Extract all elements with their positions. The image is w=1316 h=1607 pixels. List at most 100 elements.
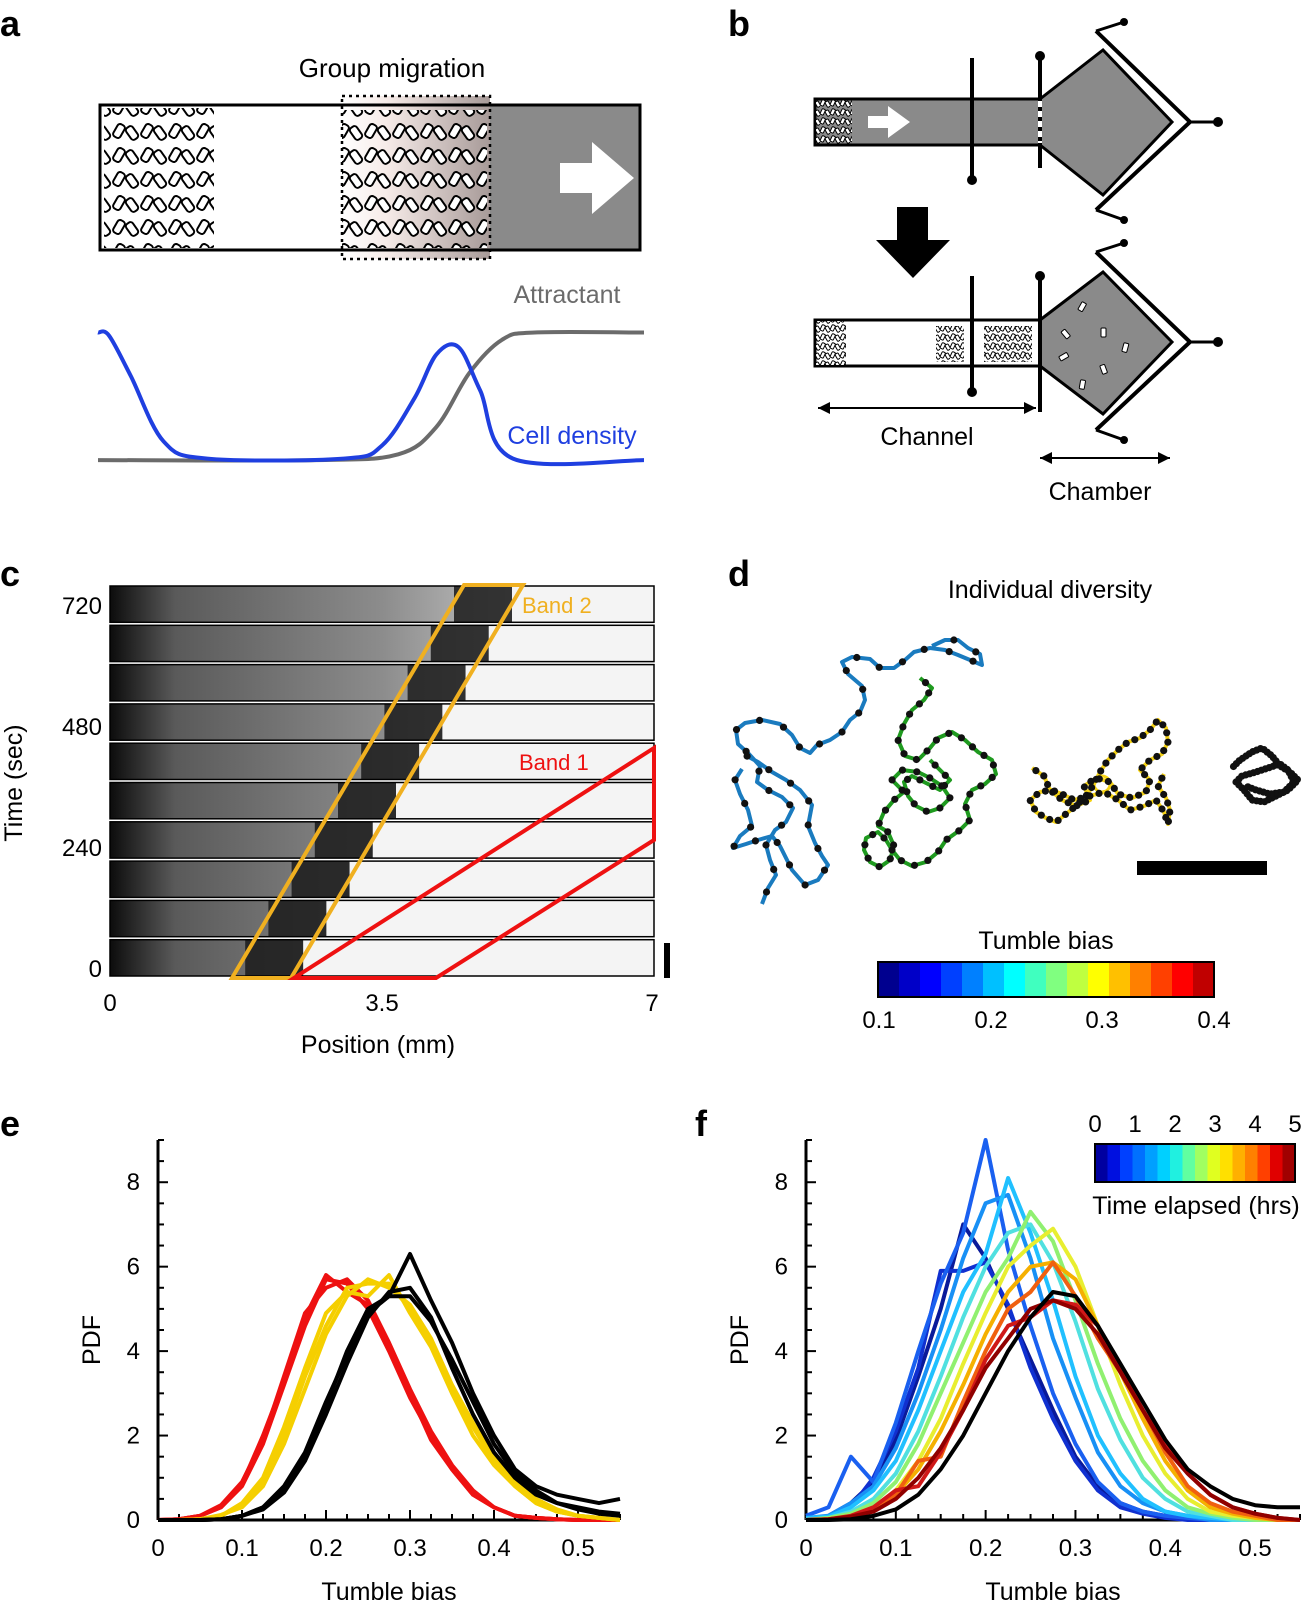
- tumble-event-marker: [730, 842, 738, 850]
- pdf-series-black-3: [158, 1294, 621, 1522]
- panel-d-letter: d: [728, 553, 750, 594]
- tumble-event-marker: [1110, 784, 1118, 793]
- chamber-cells: [1058, 301, 1130, 390]
- tumble-event-marker: [1077, 794, 1085, 802]
- tumble-event-marker: [1126, 793, 1134, 802]
- pdf-series-red-2: [157, 1277, 620, 1522]
- tumble-event-marker: [864, 854, 872, 862]
- tumble-event-marker: [853, 653, 861, 662]
- tumble-event-marker: [786, 801, 794, 809]
- colorbar-swatch: [1095, 1144, 1108, 1182]
- colorbar-swatch: [1195, 1144, 1208, 1182]
- tumble-event-marker: [755, 767, 763, 775]
- tumble-event-marker: [1026, 797, 1034, 805]
- tumble-event-marker: [1131, 736, 1139, 744]
- tumble-event-marker: [1145, 757, 1153, 765]
- tumble-event-marker: [916, 776, 924, 784]
- tumble-event-marker: [801, 881, 809, 889]
- colorbar-swatch: [1151, 962, 1173, 997]
- tumble-event-marker: [921, 679, 930, 687]
- tumble-event-marker: [910, 861, 919, 869]
- migration-arrow-icon: [560, 142, 634, 214]
- tumble-event-marker: [1138, 764, 1146, 772]
- tumble-event-marker: [875, 819, 883, 827]
- tumble-event-marker: [765, 786, 773, 795]
- x-tick-label: 0.2: [969, 1535, 1002, 1562]
- tumble-event-marker: [897, 857, 906, 865]
- c-ytick-480: 480: [62, 714, 102, 741]
- panel-d: d Individual diversity Tumble bias 0.1 0…: [728, 553, 1301, 1034]
- tumble-event-marker: [980, 751, 988, 760]
- tumble-event-marker: [1104, 777, 1112, 786]
- tumble-event-marker: [931, 761, 939, 769]
- tumble-event-marker: [920, 645, 928, 654]
- tumble-event-marker: [913, 768, 921, 776]
- x-tick-label: 0.1: [225, 1535, 258, 1562]
- tumble-event-marker: [1112, 795, 1120, 803]
- tumble-event-marker: [1166, 808, 1174, 816]
- pdf-series-final: [806, 1290, 1300, 1522]
- tumble-event-marker: [940, 781, 949, 790]
- tumble-event-marker: [804, 821, 812, 829]
- tumble-event-marker: [1040, 772, 1048, 780]
- d-cb-tick-0.3: 0.3: [1085, 1007, 1118, 1034]
- tumble-event-marker: [765, 766, 773, 774]
- y-tick-label: 6: [775, 1254, 788, 1281]
- tumble-event-marker: [741, 799, 749, 808]
- tumble-event-marker: [838, 728, 846, 736]
- tumble-event-marker: [965, 817, 973, 825]
- tumble-event-marker: [1159, 721, 1167, 729]
- tumble-event-marker: [966, 790, 974, 798]
- y-tick-label: 2: [775, 1423, 788, 1450]
- scale-bar: [664, 943, 670, 978]
- f-cb-tick-3: 3: [1208, 1111, 1221, 1138]
- colorbar-swatch: [1145, 1144, 1158, 1182]
- tumble-event-marker: [957, 734, 966, 742]
- tumble-event-marker: [923, 747, 931, 755]
- tumble-event-marker: [935, 847, 943, 855]
- flow-arrow-icon: [868, 106, 910, 138]
- pdf-series-5h: [805, 1298, 1301, 1522]
- tumble-event-marker: [950, 636, 958, 644]
- tumble-event-marker: [1104, 790, 1112, 798]
- tumble-event-marker: [945, 729, 953, 738]
- tumble-event-marker: [891, 795, 899, 803]
- c-xtick-7: 7: [645, 990, 658, 1017]
- tumble-event-marker: [779, 723, 788, 731]
- tumble-event-marker: [988, 773, 996, 782]
- tumble-event-marker: [859, 685, 867, 693]
- tumble-event-marker: [969, 657, 977, 665]
- tumble-event-marker: [898, 658, 907, 666]
- colorbar-swatch: [1220, 1144, 1233, 1182]
- y-tick-label: 2: [127, 1423, 140, 1450]
- tumble-event-marker: [899, 723, 907, 731]
- tumble-event-marker: [1142, 787, 1150, 795]
- tumble-event-marker: [1046, 815, 1054, 824]
- f-cb-tick-4: 4: [1248, 1111, 1261, 1138]
- x-tick-label: 0.5: [1238, 1535, 1271, 1562]
- tumble-event-marker: [1080, 783, 1088, 791]
- colorbar-swatch: [1182, 1144, 1196, 1182]
- kymograph-clear-region: [512, 586, 654, 623]
- colorbar-swatch: [1088, 962, 1110, 997]
- tumble-event-marker: [875, 663, 883, 671]
- panel-f-letter: f: [695, 1103, 708, 1144]
- kymograph-clear-region: [303, 939, 654, 976]
- tumble-event-marker: [815, 740, 824, 748]
- down-arrow-icon: [876, 207, 950, 278]
- tumble-event-marker: [1141, 771, 1149, 779]
- tumble-event-marker: [861, 841, 869, 849]
- x-tick-label: 0.2: [309, 1535, 342, 1562]
- panel-f: f 0 2 4 6 8 0 0.1 0.2 0.3 0.4 0.5 Tumble bias PDF 0 …: [695, 1103, 1302, 1606]
- pdf-series-4h: [805, 1260, 1300, 1522]
- tumble-event-marker: [1030, 805, 1039, 813]
- d-cb-tick-0.1: 0.1: [862, 1007, 895, 1034]
- tumble-event-marker: [1152, 718, 1160, 726]
- tumble-event-marker: [898, 766, 907, 774]
- time-elapsed-colorbar: [1095, 1144, 1296, 1182]
- tumble-bias-colorbar: [878, 962, 1215, 997]
- tumble-event-marker: [756, 716, 764, 725]
- colorbar-swatch: [941, 962, 963, 997]
- tumble-event-marker: [732, 726, 741, 734]
- tumble-event-marker: [785, 861, 794, 869]
